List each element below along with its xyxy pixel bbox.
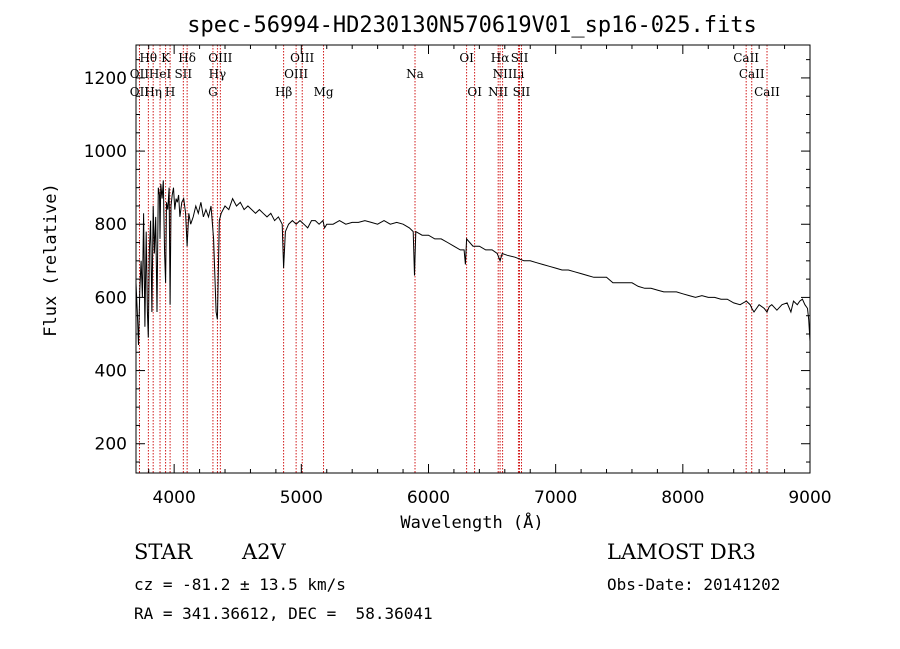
line-label: Hδ	[178, 51, 196, 65]
line-label: Hθ	[139, 51, 157, 65]
line-label: CaII	[733, 51, 759, 65]
chart-title: spec-56994-HD230130N570619V01_sp16-025.f…	[187, 13, 757, 38]
line-label: OII	[130, 67, 150, 81]
line-label: Hα	[491, 51, 510, 65]
line-label: OIII	[290, 51, 314, 65]
line-label: Hγ	[209, 67, 227, 81]
x-axis-label: Wavelength (Å)	[400, 511, 543, 533]
y-tick-label: 1200	[84, 69, 127, 89]
y-tick-label: 600	[95, 288, 127, 308]
line-label: OI	[459, 51, 474, 65]
y-axis: 200 400 600 800 1000 1200	[84, 59, 810, 463]
line-label: OIII	[284, 67, 308, 81]
line-label: Li	[512, 67, 524, 81]
line-label: G	[208, 85, 218, 99]
x-tick-label: 9000	[788, 488, 831, 508]
line-label: NII	[493, 67, 513, 81]
y-tick-label: 1000	[84, 142, 127, 162]
object-subclass: A2V	[241, 540, 287, 564]
line-label: H	[165, 85, 175, 99]
x-axis: 4000 5000 6000 7000 8000 9000	[148, 45, 832, 508]
line-label: CaII	[754, 85, 780, 99]
plot-frame	[135, 44, 811, 474]
line-label: NII	[488, 85, 508, 99]
object-class: STAR	[134, 540, 193, 564]
survey-name: LAMOST DR3	[607, 540, 756, 564]
reference-lines	[138, 45, 768, 473]
x-tick-label: 6000	[407, 488, 450, 508]
coordinates: RA = 341.36612, DEC = 58.36041	[134, 604, 433, 623]
line-label: SII	[174, 67, 192, 81]
line-label: HeI	[149, 67, 172, 81]
line-label: OIII	[208, 51, 232, 65]
line-label: SII	[511, 51, 529, 65]
x-tick-label: 8000	[661, 488, 704, 508]
spectrum-series-line	[135, 180, 811, 346]
x-tick-label: 7000	[534, 488, 577, 508]
observation-date: Obs-Date: 20141202	[607, 575, 780, 594]
x-tick-label: 5000	[280, 488, 323, 508]
line-label: CaII	[739, 67, 765, 81]
y-tick-label: 200	[95, 435, 127, 455]
line-label: Na	[406, 67, 424, 81]
x-tick-label: 4000	[153, 488, 196, 508]
line-label: OI	[467, 85, 482, 99]
line-label: OII	[130, 85, 150, 99]
y-axis-label: Flux (relative)	[41, 183, 61, 337]
y-tick-label: 400	[95, 362, 127, 382]
line-label: SII	[513, 85, 531, 99]
line-label: K	[161, 51, 171, 65]
line-label: Hη	[144, 85, 162, 99]
y-tick-label: 800	[95, 215, 127, 235]
line-label: Mg	[314, 85, 334, 99]
line-label: Hβ	[275, 85, 292, 99]
redshift-cz: cz = -81.2 ± 13.5 km/s	[134, 575, 346, 594]
